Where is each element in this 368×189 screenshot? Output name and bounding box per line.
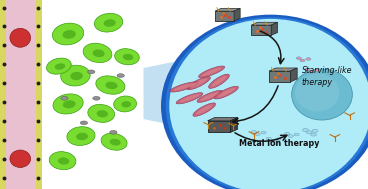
Ellipse shape [76,133,88,140]
Circle shape [305,68,310,71]
Ellipse shape [169,19,368,189]
Ellipse shape [83,43,112,63]
Ellipse shape [63,100,75,108]
Ellipse shape [67,127,95,146]
Circle shape [270,139,275,142]
Ellipse shape [88,104,114,122]
Circle shape [255,133,260,136]
Ellipse shape [197,90,223,102]
Ellipse shape [10,28,31,47]
Circle shape [284,132,290,135]
Circle shape [308,70,314,73]
FancyBboxPatch shape [6,0,36,189]
Ellipse shape [214,86,238,99]
Ellipse shape [295,74,339,112]
Polygon shape [208,118,238,121]
Ellipse shape [101,133,127,150]
FancyBboxPatch shape [215,11,234,21]
FancyBboxPatch shape [36,0,42,189]
Ellipse shape [121,101,131,108]
Polygon shape [269,68,297,71]
Ellipse shape [161,15,368,189]
FancyBboxPatch shape [208,121,230,132]
Ellipse shape [176,93,203,104]
Ellipse shape [58,157,69,165]
Circle shape [296,57,301,60]
Circle shape [306,131,312,134]
Text: Metal ion therapy: Metal ion therapy [239,139,320,148]
Circle shape [300,59,305,62]
Circle shape [302,129,308,132]
Circle shape [288,135,293,137]
Ellipse shape [115,49,139,65]
Ellipse shape [104,19,116,27]
Polygon shape [290,68,297,82]
Ellipse shape [55,63,65,70]
Ellipse shape [96,76,125,94]
Ellipse shape [202,67,222,76]
FancyBboxPatch shape [0,0,6,189]
Ellipse shape [209,74,229,88]
Ellipse shape [217,88,235,97]
Ellipse shape [114,96,137,112]
Ellipse shape [166,17,368,189]
Ellipse shape [46,58,71,74]
Ellipse shape [61,65,90,86]
Ellipse shape [180,94,199,102]
Circle shape [88,70,95,74]
Ellipse shape [52,23,84,45]
Ellipse shape [63,30,76,39]
Circle shape [61,96,68,100]
Circle shape [311,133,316,136]
Ellipse shape [105,82,118,89]
Circle shape [294,133,299,136]
Ellipse shape [187,77,210,90]
Circle shape [314,69,319,72]
Ellipse shape [190,78,208,88]
Ellipse shape [193,103,216,116]
Circle shape [261,131,266,134]
FancyBboxPatch shape [269,71,290,82]
Circle shape [80,121,88,125]
Circle shape [266,137,271,140]
Ellipse shape [10,150,31,167]
Ellipse shape [170,82,198,92]
Circle shape [251,131,256,133]
Polygon shape [230,118,238,132]
Circle shape [110,130,117,134]
Polygon shape [251,22,277,25]
Ellipse shape [94,13,123,32]
Ellipse shape [123,54,133,60]
Ellipse shape [198,66,225,78]
Circle shape [274,142,279,144]
Ellipse shape [173,83,195,91]
Text: Starving-like
therapy: Starving-like therapy [302,67,352,87]
Ellipse shape [291,69,353,120]
Ellipse shape [53,94,83,114]
Ellipse shape [70,72,83,80]
Ellipse shape [49,152,76,170]
Ellipse shape [110,139,121,146]
Circle shape [312,129,318,132]
Ellipse shape [196,105,213,115]
Polygon shape [144,60,180,127]
Polygon shape [215,8,240,11]
FancyBboxPatch shape [251,25,271,35]
Circle shape [93,96,100,100]
Polygon shape [234,8,240,21]
Ellipse shape [200,92,219,101]
Ellipse shape [92,49,105,57]
Ellipse shape [211,76,227,87]
Circle shape [306,58,311,60]
Circle shape [117,74,124,77]
Circle shape [276,138,281,141]
Polygon shape [271,22,277,35]
Ellipse shape [97,110,108,117]
